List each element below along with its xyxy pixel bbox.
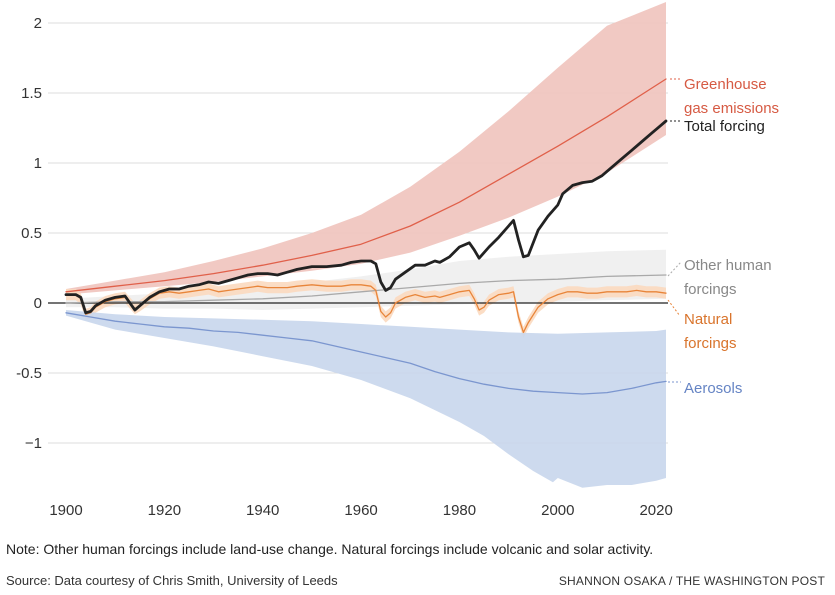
chart-note: Note: Other human forcings include land-…	[6, 541, 654, 557]
total-forcing-line	[64, 119, 668, 315]
y-tick-label: −1	[25, 435, 42, 452]
natural-forcings-band	[66, 279, 666, 338]
aerosols-band	[66, 310, 666, 488]
y-tick-label: -0.5	[16, 365, 42, 382]
other-human-forcings-label: forcings	[684, 281, 737, 298]
x-tick-label: 2020	[639, 502, 672, 519]
natural-forcings-label: forcings	[684, 335, 737, 352]
total-forcing-label: Total forcing	[684, 118, 765, 135]
chart-source: Source: Data courtesy of Chris Smith, Un…	[6, 573, 338, 588]
x-tick-label: 2000	[541, 502, 574, 519]
natural-forcings-label: Natural	[684, 311, 732, 328]
y-tick-label: 1.5	[21, 85, 42, 102]
aerosols-label: Aerosols	[684, 380, 742, 397]
series-lines	[64, 78, 668, 395]
x-tick-label: 1940	[246, 502, 279, 519]
greenhouse-gas-emissions-label: gas emissions	[684, 100, 779, 117]
other-human-forcings-line	[65, 274, 667, 304]
x-tick-label: 1900	[49, 502, 82, 519]
natural-forcings-leader	[667, 299, 681, 317]
greenhouse-gas-emissions-label: Greenhouse	[684, 76, 767, 93]
x-tick-label: 1960	[344, 502, 377, 519]
x-tick-labels: 1900 1920 1940 1960 1980 2000 2020	[49, 502, 673, 519]
forcing-chart: 2 1.5 1 0.5 0 -0.5 −1 1900 1920 1940 1960 1980 2000…	[16, 2, 779, 519]
y-tick-label: 0.5	[21, 225, 42, 242]
greenhouse-gas-emissions-line	[65, 78, 667, 293]
other-human-forcings-leader	[667, 261, 682, 277]
y-tick-label: 0	[34, 295, 42, 312]
y-tick-label: 1	[34, 155, 42, 172]
x-tick-label: 1920	[148, 502, 181, 519]
confidence-bands	[66, 2, 666, 488]
greenhouse-gas-emissions-band	[66, 2, 666, 295]
chart-credit: SHANNON OSAKA / THE WASHINGTON POST	[558, 574, 825, 588]
aerosols-line	[65, 312, 667, 395]
y-tick-label: 2	[34, 15, 42, 32]
other-human-forcings-label: Other human	[684, 257, 772, 274]
x-tick-label: 1980	[443, 502, 476, 519]
y-tick-labels: 2 1.5 1 0.5 0 -0.5 −1	[16, 15, 42, 452]
